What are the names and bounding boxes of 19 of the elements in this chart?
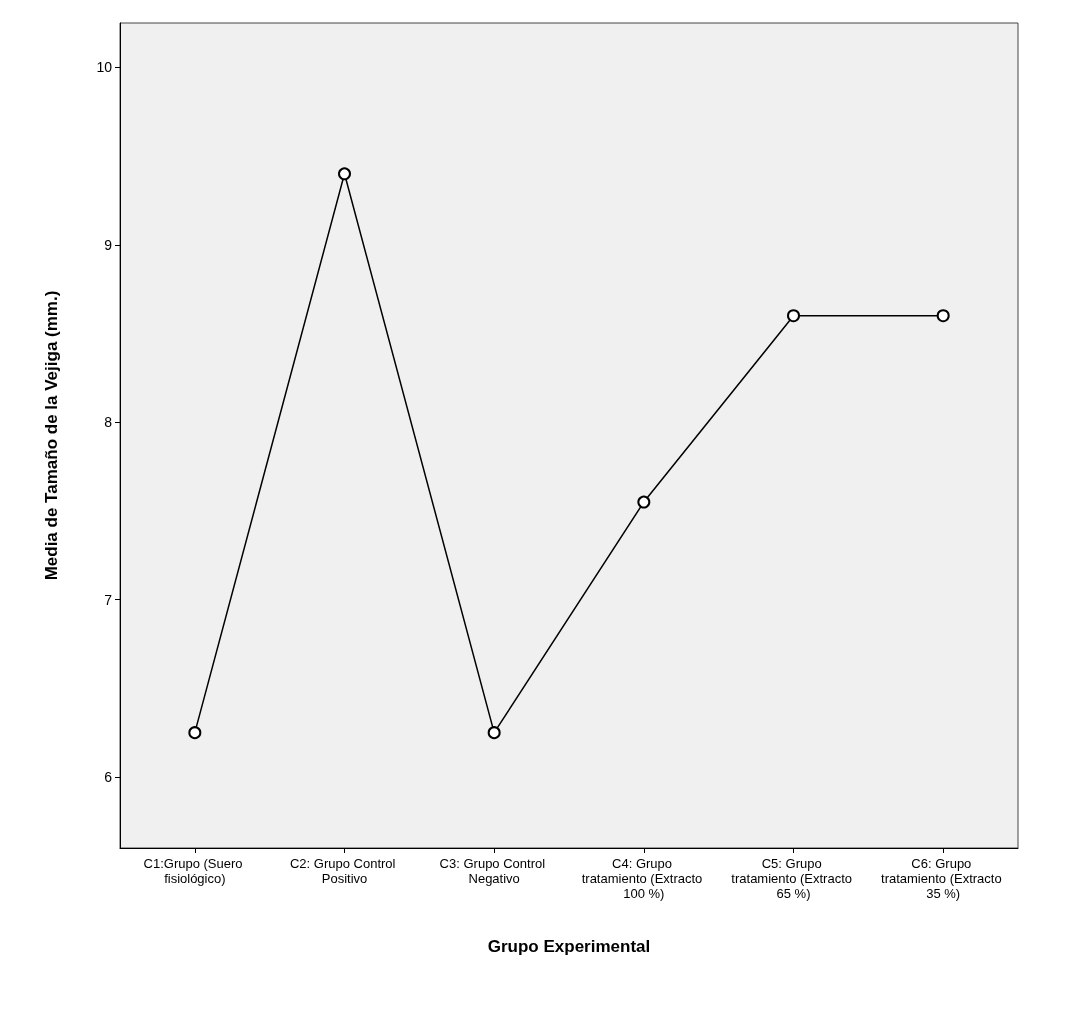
x-tick-label: C4: Grupo tratamiento (Extracto 100 %) <box>581 856 706 901</box>
point <box>787 309 800 323</box>
x-tick-label: C6: Grupo tratamiento (Extracto 35 %) <box>881 856 1006 901</box>
x-tick-label: C5: Grupo tratamiento (Extracto 65 %) <box>731 856 856 901</box>
y-tick-label: 10 <box>96 59 113 76</box>
x-axis-title: Grupo Experimental <box>487 937 651 956</box>
point <box>487 726 501 740</box>
y-tick-label: 6 <box>104 769 113 786</box>
x-tick-label: C3: Grupo Control Negativo <box>439 856 549 886</box>
x-tick-label: C1:Grupo (Suero fisiológico) <box>143 856 247 886</box>
y-tick-label: 8 <box>104 414 113 431</box>
point <box>637 495 651 509</box>
point <box>936 309 950 323</box>
y-tick-label: 7 <box>104 591 113 608</box>
y-axis-title: Media de Tamaño de la Vejiga (mm.) <box>42 290 61 581</box>
point <box>338 167 351 181</box>
point <box>188 726 202 740</box>
x-tick-label: C2: Grupo Control Positivo <box>289 856 400 886</box>
y-tick-label: 9 <box>104 236 113 253</box>
